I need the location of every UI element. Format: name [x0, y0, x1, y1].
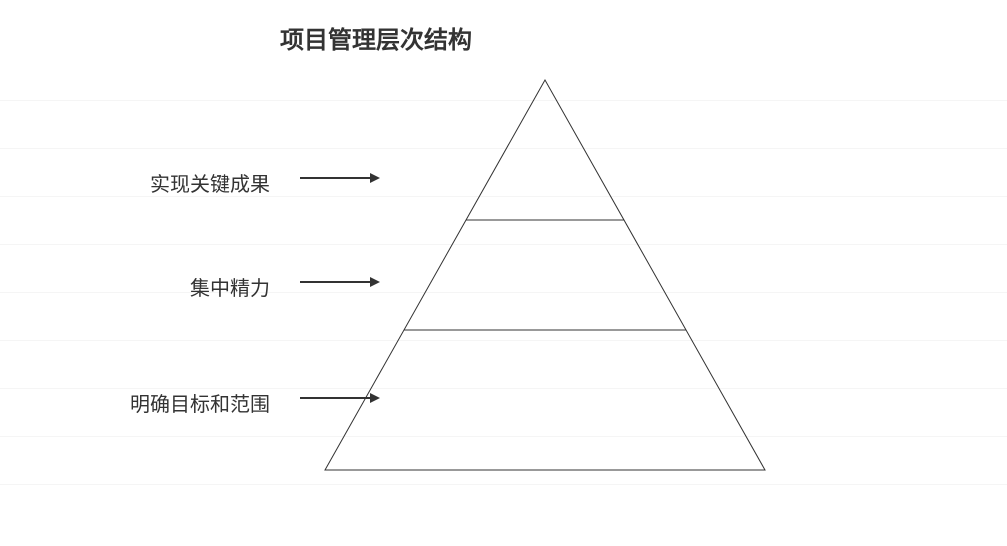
diagram-title: 项目管理层次结构	[280, 20, 472, 55]
level-arrow-2	[300, 390, 382, 406]
pyramid-outline	[325, 80, 765, 470]
level-arrow-1	[300, 274, 382, 290]
level-label-1: 集中精力	[190, 272, 270, 301]
pyramid-diagram	[323, 78, 767, 472]
level-label-0: 实现关键成果	[150, 168, 270, 197]
level-arrow-0	[300, 170, 382, 186]
level-label-2: 明确目标和范围	[130, 388, 270, 417]
background-guide-line	[0, 484, 1007, 485]
